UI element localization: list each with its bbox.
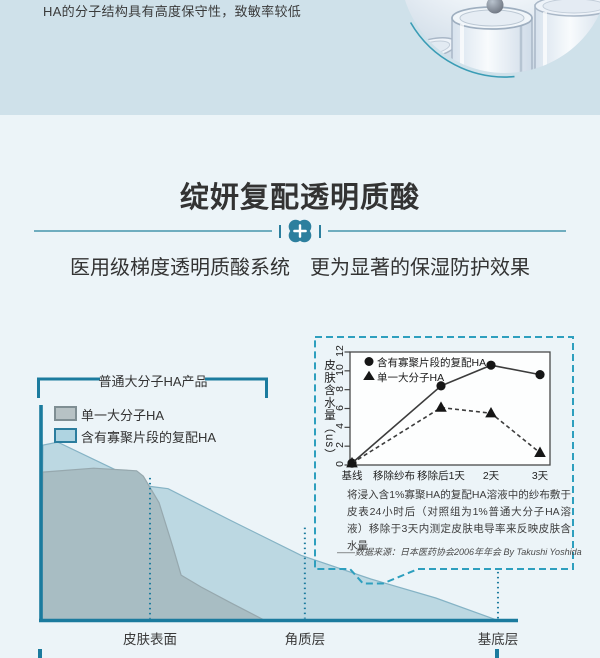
circle-arc: [409, 22, 515, 78]
line-chart-series: [346, 360, 546, 468]
layer-label-1: 皮肤表面: [122, 632, 177, 647]
y-tick-label-8: 8: [334, 385, 346, 392]
series-line-dashed: [351, 406, 541, 464]
data-point-circle: [535, 370, 545, 380]
beaker-photo: [405, 0, 600, 78]
area-legend-label-gray: 单一大分子HA: [81, 408, 165, 423]
data-point-triangle: [485, 407, 497, 418]
title-divider: [0, 219, 600, 243]
data-point-triangle: [346, 456, 358, 468]
divider-tick-left: [279, 224, 281, 238]
top-banner: [0, 0, 600, 115]
divider-line-right: [328, 230, 566, 232]
dashed-callout-box: [314, 336, 574, 585]
area-legend-label-blue: 含有寡聚片段的复配HA: [81, 430, 217, 445]
page-title: 绽妍复配透明质酸: [179, 182, 420, 214]
layer-label-2: 角质层: [284, 632, 326, 647]
legend-circle-marker: [364, 357, 374, 366]
top-caption: HA的分子结构具有高度保守性，致敏率较低: [43, 4, 302, 19]
line-legend-label-single: 单一大分子HA: [377, 371, 445, 384]
data-point-triangle: [534, 446, 546, 457]
bottom-stub-left: [38, 649, 42, 658]
x-category-label-1: 基线: [341, 470, 363, 482]
legend-swatch-gray: [54, 406, 77, 421]
y-tick-label-2: 2: [334, 442, 346, 449]
bracket: [37, 377, 268, 398]
bottom-stub-right: [495, 649, 499, 658]
x-category-label-5: 3天: [531, 470, 549, 482]
y-tick-label-4: 4: [334, 423, 346, 430]
divider-tick-right: [319, 224, 321, 238]
layer-label-3: 基底层: [477, 632, 519, 647]
data-point-circle: [486, 360, 496, 370]
chart-canvas: [37, 336, 574, 658]
legend-triangle-marker: [363, 370, 375, 380]
line-legend-label-compound: 含有寡聚片段的复配HA: [377, 357, 487, 369]
legend-swatch-blue: [54, 428, 77, 443]
data-point-circle: [436, 381, 446, 391]
chart-source: ——数据来源：日本医药协会2006年年会 By Takushi Yoshida: [337, 547, 582, 557]
data-point-triangle: [435, 401, 447, 412]
y-tick-label-6: 6: [334, 404, 346, 411]
y-tick-label-12: 12: [334, 345, 346, 357]
page-subtitle: 医用级梯度透明质酸系统 更为显著的保湿防护效果: [70, 257, 530, 279]
line-chart-y-label: 皮肤含水量（us）: [323, 359, 335, 461]
line-chart-y-ticks: [344, 351, 350, 466]
x-category-label-2: 移除纱布: [373, 470, 415, 482]
x-category-label-4: 2天: [482, 470, 500, 482]
chart-caption: 将浸入含1%寡聚HA的复配HA溶液中的纱布敷于皮表24小时后（对照组为1%普通大…: [347, 489, 571, 552]
series-line-solid: [351, 364, 541, 464]
plus-icon: [288, 219, 312, 243]
y-tick-label-10: 10: [334, 363, 346, 376]
glass-ball: [486, 0, 504, 14]
x-category-label-3: 移除后1天: [417, 470, 465, 482]
divider-line-left: [34, 230, 272, 232]
bracket-label: 普通大分子HA产品: [98, 374, 208, 389]
